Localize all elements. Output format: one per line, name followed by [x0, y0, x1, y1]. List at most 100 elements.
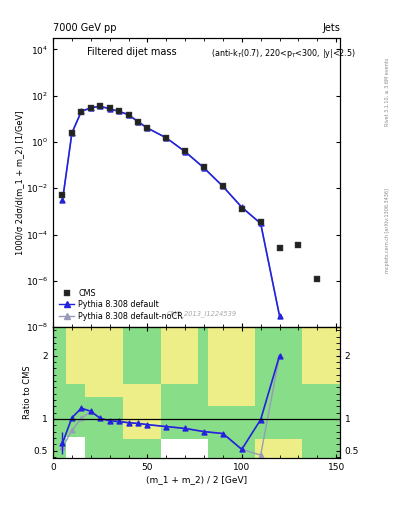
Point [220, 182, 226, 190]
Text: CMS_2013_I1224539: CMS_2013_I1224539 [167, 310, 237, 317]
Point [201, 163, 207, 171]
Bar [66, 437, 85, 458]
Point [69, 414, 75, 422]
Point [276, 312, 283, 320]
Point [125, 111, 132, 119]
Text: Rivet 3.1.10, ≥ 3.6M events: Rivet 3.1.10, ≥ 3.6M events [385, 58, 390, 126]
Y-axis label: 1000/σ 2dσ/d(m_1 + m_2) [1/GeV]: 1000/σ 2dσ/d(m_1 + m_2) [1/GeV] [15, 111, 24, 255]
Point [78, 404, 84, 412]
Point [314, 275, 320, 283]
Point [163, 422, 169, 431]
Point [59, 196, 66, 204]
Point [97, 102, 103, 111]
Bar [85, 327, 123, 397]
Point [257, 219, 264, 227]
X-axis label: (m_1 + m_2) / 2 [GeV]: (m_1 + m_2) / 2 [GeV] [146, 475, 247, 484]
Point [239, 203, 245, 211]
Point [295, 241, 301, 249]
Point [69, 426, 75, 435]
Point [220, 182, 226, 190]
Bar [255, 439, 274, 458]
Point [116, 417, 122, 425]
Text: mcplots.cern.ch [arXiv:1306.3436]: mcplots.cern.ch [arXiv:1306.3436] [385, 188, 390, 273]
Point [107, 105, 113, 113]
Point [88, 104, 94, 112]
Point [239, 203, 245, 211]
Point [97, 414, 103, 422]
Bar [208, 327, 255, 406]
Point [135, 419, 141, 428]
Point [116, 108, 122, 116]
Point [69, 129, 75, 137]
Point [59, 196, 66, 204]
Point [144, 420, 151, 429]
Point [276, 351, 283, 359]
Bar [123, 384, 161, 439]
Point [59, 191, 66, 199]
Point [182, 424, 188, 433]
Point [201, 428, 207, 436]
Point [257, 415, 264, 423]
Point [88, 407, 94, 415]
Point [276, 244, 283, 252]
Point [239, 445, 245, 454]
Point [144, 124, 151, 132]
Point [78, 108, 84, 116]
Point [135, 419, 141, 428]
Legend: CMS, Pythia 8.308 default, Pythia 8.308 default-noCR: CMS, Pythia 8.308 default, Pythia 8.308 … [57, 286, 185, 323]
Point [107, 417, 113, 425]
Point [257, 219, 264, 227]
Point [116, 107, 122, 115]
Point [144, 124, 151, 132]
Point [97, 102, 103, 111]
Point [144, 124, 151, 132]
Point [182, 147, 188, 156]
Point [78, 108, 84, 116]
Point [220, 182, 226, 190]
Bar [53, 327, 66, 458]
Point [182, 424, 188, 433]
Point [135, 118, 141, 126]
Point [257, 451, 264, 459]
Text: Jets: Jets [322, 23, 340, 33]
Text: (anti-k$_T$(0.7), 220<p$_T$<300, |y|<2.5): (anti-k$_T$(0.7), 220<p$_T$<300, |y|<2.5… [211, 47, 355, 60]
Bar [274, 439, 302, 458]
Point [182, 147, 188, 156]
Text: 7000 GeV pp: 7000 GeV pp [53, 23, 117, 33]
Point [59, 439, 66, 447]
Point [97, 102, 103, 111]
Point [125, 419, 132, 427]
Point [107, 417, 113, 425]
Point [116, 417, 122, 425]
Bar [161, 439, 208, 458]
Point [163, 134, 169, 142]
Point [163, 134, 169, 142]
Y-axis label: Ratio to CMS: Ratio to CMS [24, 366, 33, 419]
Point [163, 134, 169, 142]
Point [78, 414, 84, 422]
Point [135, 118, 141, 126]
Point [239, 445, 245, 454]
Point [88, 104, 94, 112]
Point [107, 104, 113, 113]
Point [182, 147, 188, 155]
Point [163, 422, 169, 431]
Point [116, 108, 122, 116]
Point [59, 443, 66, 452]
Point [220, 430, 226, 438]
Point [276, 351, 283, 359]
Point [220, 430, 226, 438]
Point [201, 164, 207, 172]
Bar [302, 327, 340, 384]
Point [107, 105, 113, 113]
Point [88, 407, 94, 415]
Point [201, 164, 207, 172]
Text: Filtered dijet mass: Filtered dijet mass [88, 47, 177, 57]
Point [239, 205, 245, 213]
Point [144, 420, 151, 429]
Point [257, 218, 264, 226]
Point [125, 419, 132, 427]
Point [201, 428, 207, 436]
Point [69, 129, 75, 137]
Point [125, 111, 132, 119]
